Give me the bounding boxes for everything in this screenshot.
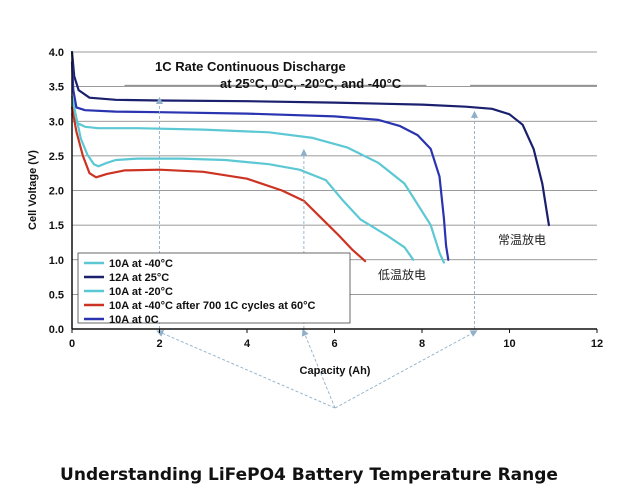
pointer-arrows (155, 96, 479, 409)
y-tick-labels: 0.0 0.5 1.0 1.5 2.0 2.5 3.0 3.5 4.0 (49, 47, 64, 336)
series-lines (70, 50, 550, 264)
y-tick-label: 3.5 (49, 82, 64, 94)
y-tick-label: 1.0 (49, 255, 64, 267)
legend-label: 10A at 0C (109, 314, 159, 326)
x-axis-title: Capacity (Ah) (300, 365, 371, 377)
series-line-4 (70, 61, 450, 261)
figure-caption: Understanding LiFePO4 Battery Temperatur… (60, 465, 558, 485)
pointer-arrow (334, 330, 478, 409)
x-tick-label: 0 (69, 338, 75, 350)
x-tick-label: 6 (331, 338, 337, 350)
chart-title-line2: at 25°C, 0°C, -20°C, and -40°C (220, 76, 402, 91)
series-line-1 (70, 50, 550, 227)
legend: 10A at -40°C 12A at 25°C 10A at -20°C 10A a… (77, 252, 351, 326)
annotation-room-temp: 常温放电 (498, 232, 546, 247)
y-tick-label: 0.0 (49, 324, 64, 336)
x-tick-label: 4 (244, 338, 251, 350)
series-line-3 (70, 106, 367, 263)
battery-discharge-chart: 0.0 0.5 1.0 1.5 2.0 2.5 3.0 3.5 4.0 0 2 4 6 8 10 12 1C… (27, 47, 603, 409)
chart-title-line1: 1C Rate Continuous Discharge (155, 59, 346, 74)
y-tick-label: 2.5 (49, 151, 64, 163)
series-line-0 (70, 95, 415, 261)
series-line-2 (70, 113, 445, 264)
y-tick-label: 3.0 (49, 116, 64, 128)
x-tick-labels: 0 2 4 6 8 10 12 (69, 329, 603, 350)
y-tick-label: 4.0 (49, 47, 64, 59)
x-tick-label: 8 (419, 338, 425, 350)
pointer-arrow (156, 330, 336, 409)
y-tick-label: 0.5 (49, 289, 64, 301)
legend-box (77, 252, 351, 324)
x-tick-label: 10 (503, 338, 515, 350)
x-tick-label: 2 (156, 338, 162, 350)
y-axis-title: Cell Voltage (V) (27, 150, 39, 230)
pointer-arrow (301, 328, 336, 409)
legend-label: 10A at -40°C (109, 258, 173, 270)
annotation-low-temp: 低温放电 (378, 267, 426, 282)
legend-label: 10A at -40°C after 700 1C cycles at 60°C (109, 300, 316, 312)
x-tick-label: 12 (591, 338, 603, 350)
legend-label: 12A at 25°C (109, 272, 169, 284)
legend-label: 10A at -20°C (109, 286, 173, 298)
y-tick-label: 1.5 (49, 220, 64, 232)
y-tick-label: 2.0 (49, 186, 64, 198)
